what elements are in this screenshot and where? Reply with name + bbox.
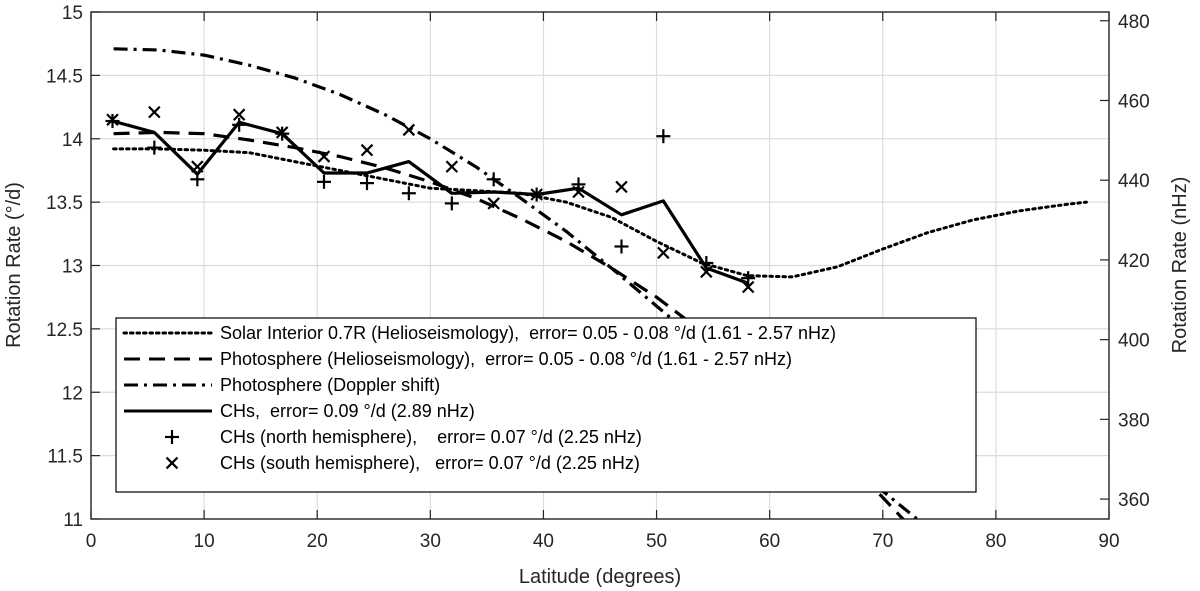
data-point-cross <box>106 113 119 126</box>
legend-label: CHs (north hemisphere), error= 0.07 °/d … <box>220 427 642 447</box>
x-tick-label: 10 <box>194 531 215 552</box>
series-line-dotted <box>112 147 1088 279</box>
y-right-tick-label: 380 <box>1118 410 1150 431</box>
y-tick-label: 14.5 <box>46 66 83 87</box>
x-tick-label: 20 <box>307 531 328 552</box>
data-point-plus <box>699 255 714 270</box>
x-axis-label: Latitude (degrees) <box>519 566 681 588</box>
data-point-cross <box>657 246 670 260</box>
series-cross-markers <box>106 105 755 294</box>
legend-box <box>115 317 977 493</box>
legend-label: Photosphere (Helioseismology), error= 0.… <box>220 349 792 369</box>
data-point-plus <box>359 176 374 191</box>
y-right-tick-label: 360 <box>1118 490 1150 511</box>
x-tick-label: 30 <box>420 531 441 552</box>
data-point-cross-b <box>275 126 289 139</box>
data-point-plus <box>571 177 586 192</box>
y-tick-label: 15 <box>62 3 83 24</box>
y-axis-label-right: Rotation Rate (nHz) <box>1169 177 1191 354</box>
legend-marker-cross-b <box>165 456 179 470</box>
legend-entry: Photosphere (Helioseismology), error= 0.… <box>124 349 792 369</box>
data-point-cross <box>487 197 500 210</box>
data-point-cross-b <box>700 265 713 279</box>
tick-labels: 0 10 20 30 40 50 60 70 80 90 11 11.5 12 12.5 13 13.5 14 1… <box>46 3 1150 552</box>
x-tick-label: 90 <box>1098 531 1119 552</box>
data-point-cross-b <box>402 123 416 137</box>
y-right-tick-label: 420 <box>1118 251 1150 272</box>
data-point-cross-b <box>148 105 161 119</box>
legend-label: Solar Interior 0.7R (Helioseismology), e… <box>220 323 836 343</box>
data-point-plus <box>656 129 671 144</box>
x-tick-label: 70 <box>872 531 893 552</box>
x-tick-label: 60 <box>759 531 780 552</box>
legend-label: Photosphere (Doppler shift) <box>220 375 440 395</box>
x-tick-label: 80 <box>985 531 1006 552</box>
legend-marker-plus <box>165 430 179 444</box>
data-point-cross <box>402 123 416 137</box>
legend-entry: CHs, error= 0.09 °/d (2.89 nHz) <box>124 401 475 421</box>
data-point-cross <box>445 160 459 173</box>
data-point-cross <box>148 105 161 119</box>
data-point-cross <box>741 280 755 294</box>
legend-entry: Solar Interior 0.7R (Helioseismology), e… <box>122 323 836 343</box>
data-point-cross-b <box>317 150 331 163</box>
data-point-cross <box>360 143 374 157</box>
data-point-cross <box>572 185 585 199</box>
data-point-cross-b <box>657 246 670 260</box>
y-tick-label: 13 <box>62 257 83 278</box>
legend-entry: CHs (south hemisphere), error= 0.07 °/d … <box>165 453 640 473</box>
data-point-cross <box>615 180 628 194</box>
y-tick-label: 13.5 <box>46 193 83 214</box>
ticks <box>90 11 1110 520</box>
data-point-plus <box>190 172 205 187</box>
y-right-tick-label: 460 <box>1118 91 1150 112</box>
legend-entry: Photosphere (Doppler shift) <box>124 375 440 395</box>
y-tick-label: 11 <box>63 510 83 531</box>
x-tick-label: 50 <box>646 531 667 552</box>
data-point-cross <box>232 108 246 121</box>
data-point-cross-b <box>191 160 204 173</box>
series-line-solid <box>112 119 749 285</box>
y-right-tick-label: 440 <box>1118 171 1150 192</box>
data-point-cross <box>191 160 204 173</box>
legend-marker-cross <box>165 456 179 470</box>
data-point-cross <box>317 150 331 163</box>
y-right-tick-label: 400 <box>1118 331 1150 352</box>
legend-entry: CHs (north hemisphere), error= 0.07 °/d … <box>165 427 642 447</box>
data-point-plus <box>401 186 416 201</box>
y-tick-label: 14 <box>62 130 84 151</box>
data-point-cross-b <box>360 143 374 157</box>
x-tick-label: 0 <box>86 531 97 552</box>
y-axis-label-left: Rotation Rate (°/d) <box>3 182 25 348</box>
data-point-plus <box>444 196 459 211</box>
data-point-cross-b <box>741 280 755 294</box>
data-point-plus <box>232 117 247 132</box>
data-point-plus <box>614 239 629 254</box>
data-point-cross-b <box>615 180 628 194</box>
x-tick-label: 40 <box>533 531 554 552</box>
y-right-tick-label: 480 <box>1118 12 1150 33</box>
series-layer <box>105 47 1088 519</box>
data-point-cross-b <box>445 160 459 173</box>
legend: Solar Interior 0.7R (Helioseismology), e… <box>115 317 977 493</box>
data-point-plus <box>147 140 162 155</box>
y-tick-label: 12.5 <box>46 320 83 341</box>
data-point-plus <box>317 174 332 189</box>
data-point-cross <box>700 265 713 279</box>
data-point-cross-b <box>232 108 246 121</box>
data-point-cross-b <box>530 188 543 201</box>
data-point-plus <box>741 271 756 286</box>
data-point-cross-b <box>106 113 119 126</box>
legend-label: CHs, error= 0.09 °/d (2.89 nHz) <box>220 401 475 421</box>
data-point-cross-b <box>572 185 585 199</box>
data-point-cross-b <box>487 197 500 210</box>
y-tick-label: 11.5 <box>47 447 83 468</box>
data-point-cross <box>530 188 543 201</box>
y-tick-label: 12 <box>62 383 83 404</box>
legend-label: CHs (south hemisphere), error= 0.07 °/d … <box>220 453 640 473</box>
data-point-plus <box>486 172 501 187</box>
data-point-cross <box>275 126 289 139</box>
